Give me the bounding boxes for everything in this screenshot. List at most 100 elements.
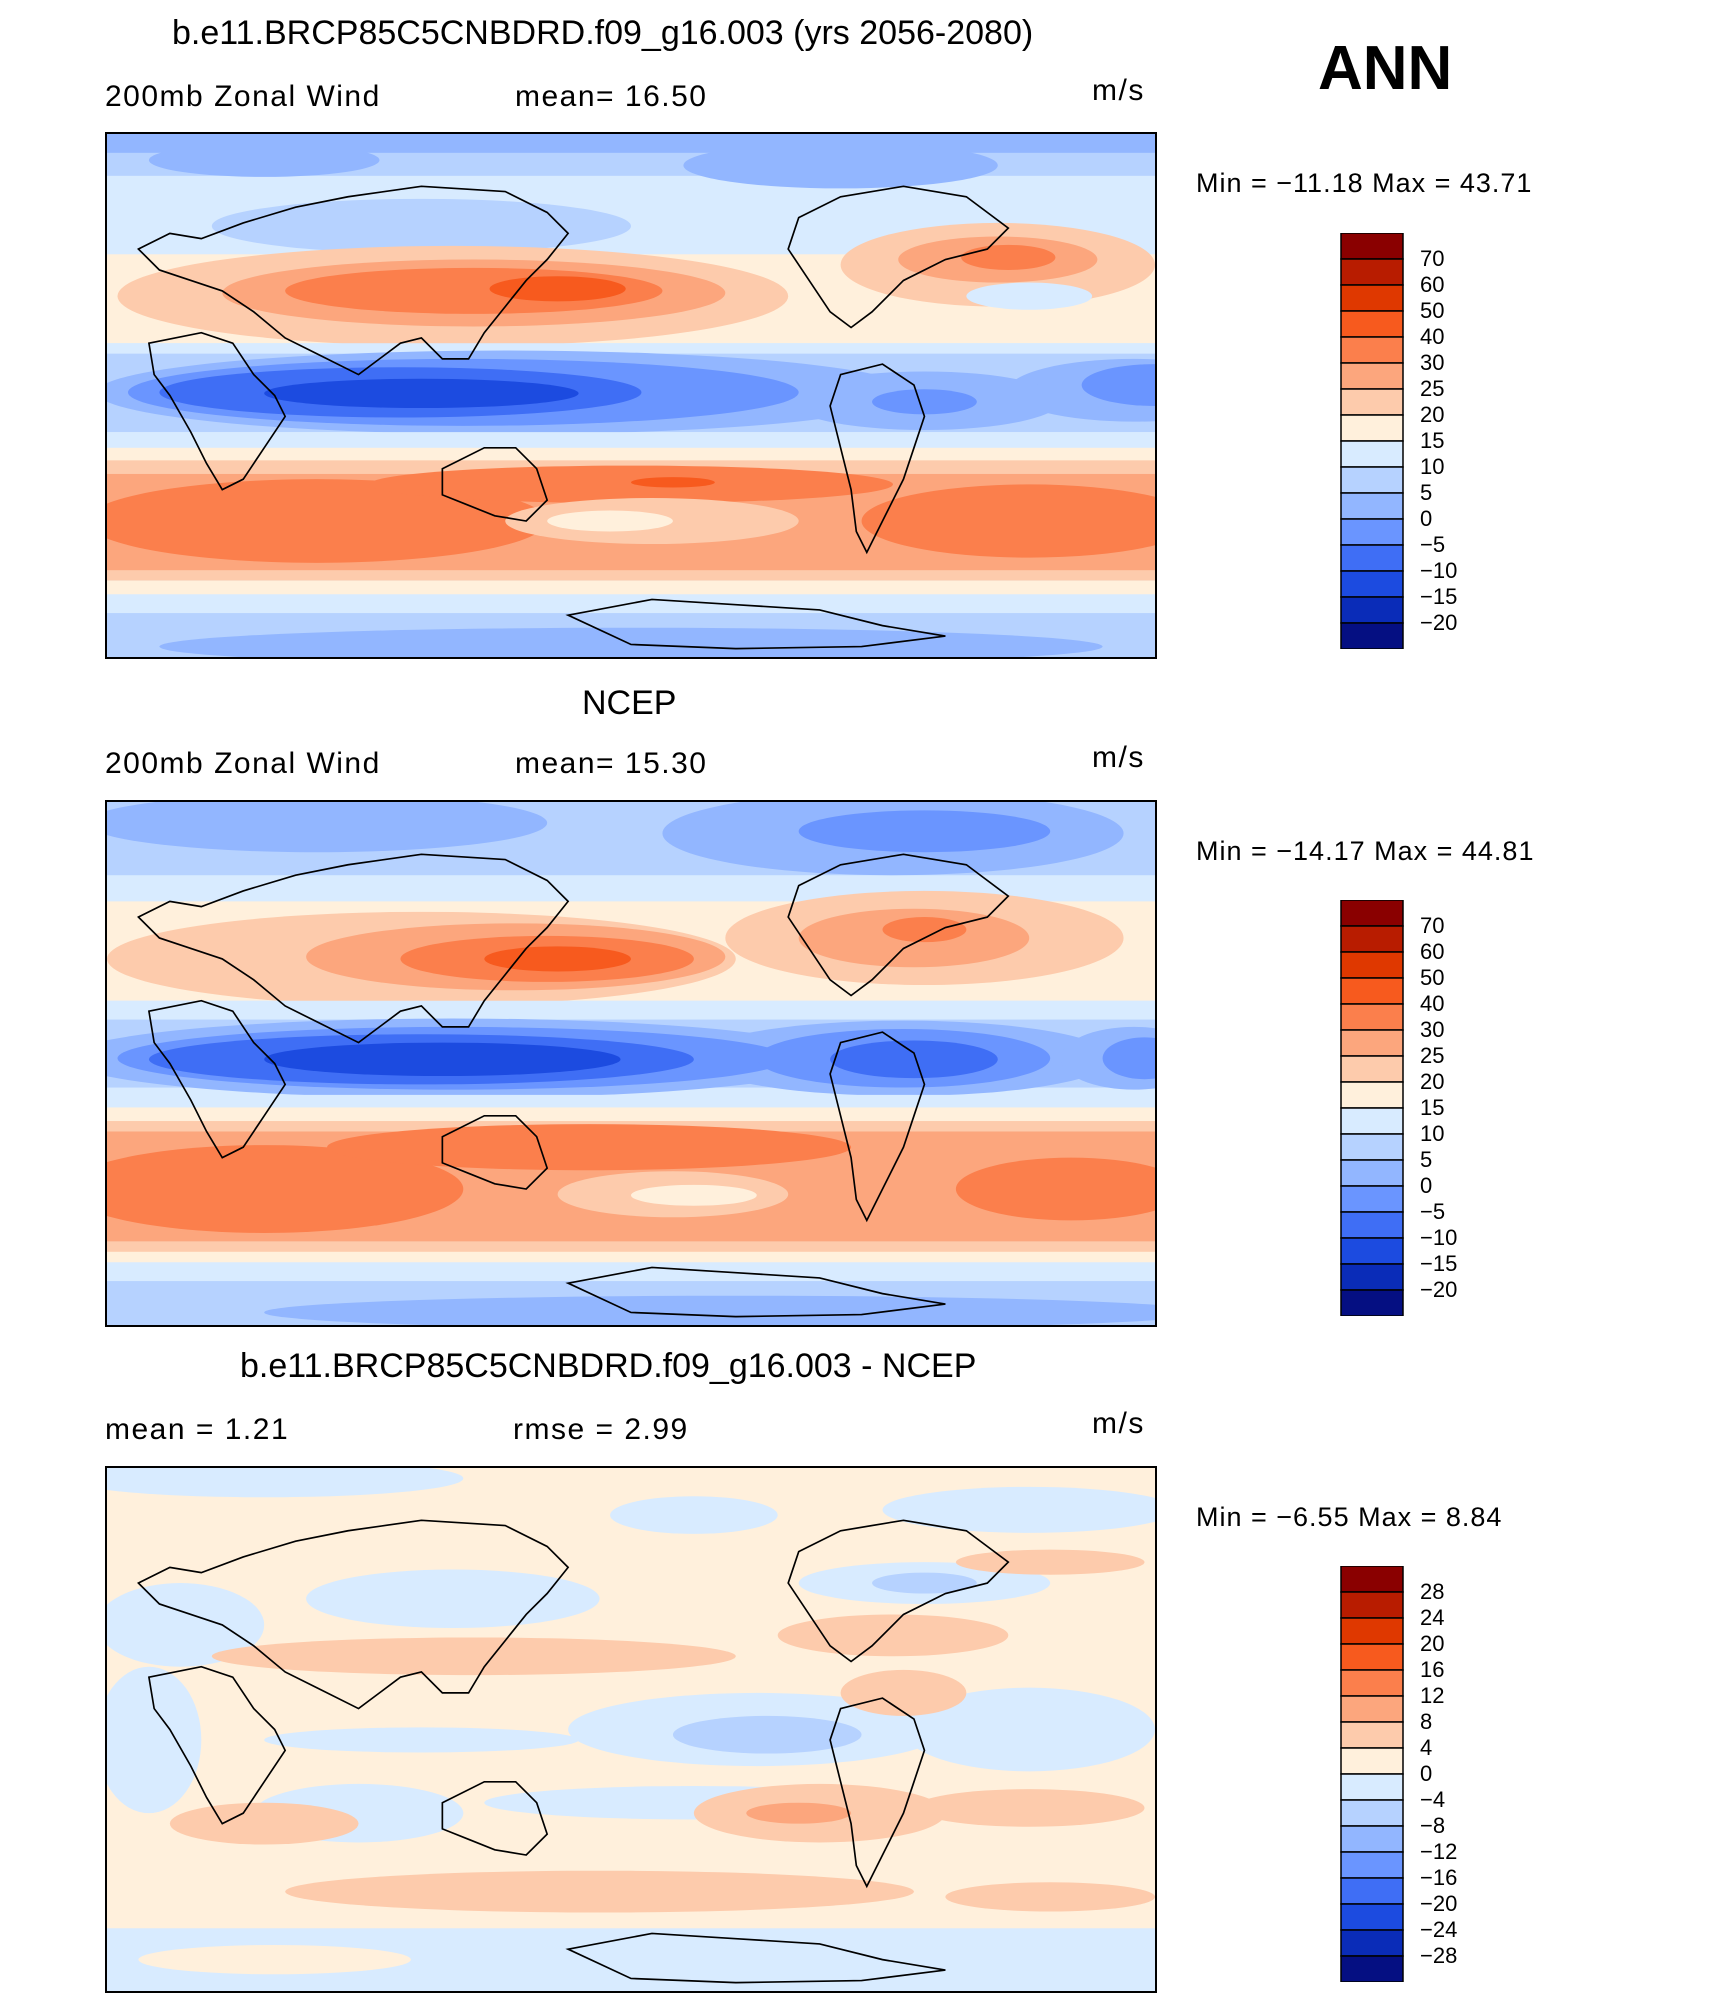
colorbar-swatch [1340, 570, 1404, 598]
colorbar-swatch [1340, 1591, 1404, 1619]
colorbar-tick-label: 30 [1420, 350, 1445, 375]
colorbar-tick-label: −12 [1420, 1839, 1458, 1864]
panel-3-colorbar-svg [1340, 1566, 1404, 1982]
colorbar-swatch [1340, 336, 1404, 364]
panel-2-colorbar-svg [1340, 900, 1404, 1316]
colorbar-swatch [1340, 233, 1404, 260]
colorbar-swatch [1340, 492, 1404, 520]
colorbar-tick-label: 16 [1420, 1657, 1445, 1682]
panel-1-units-label: m/s [1092, 74, 1145, 107]
colorbar-tick-label: 20 [1420, 402, 1445, 427]
colorbar-swatch [1340, 1669, 1404, 1697]
colorbar-tick-label: 15 [1420, 1095, 1445, 1120]
panel-2-title: NCEP [582, 684, 677, 722]
colorbar-tick-label: 8 [1420, 1709, 1433, 1734]
colorbar-swatch [1340, 1237, 1404, 1265]
colorbar-swatch [1340, 1929, 1404, 1957]
colorbar-tick-label: 40 [1420, 324, 1445, 349]
colorbar-swatch [1340, 977, 1404, 1005]
panel-3-rmse-label: rmse = 2.99 [513, 1413, 689, 1446]
panel-1-minmax-label: Min = −11.18 Max = 43.71 [1196, 168, 1533, 198]
colorbar-tick-label: 60 [1420, 272, 1445, 297]
colorbar-tick-label: 50 [1420, 965, 1445, 990]
panel-2-units-label: m/s [1092, 741, 1145, 774]
colorbar-swatch [1340, 1029, 1404, 1057]
colorbar-swatch [1340, 1107, 1404, 1135]
colorbar-swatch [1340, 1825, 1404, 1853]
panel-2-colorbar [1340, 900, 1404, 1316]
panel-1-field [107, 134, 1155, 657]
colorbar-swatch [1340, 388, 1404, 416]
colorbar-swatch [1340, 622, 1404, 649]
colorbar-tick-label: −24 [1420, 1917, 1458, 1942]
colorbar-swatch [1340, 900, 1404, 927]
colorbar-tick-label: 40 [1420, 991, 1445, 1016]
colorbar-tick-label: 25 [1420, 1043, 1445, 1068]
panel-3-colorbar [1340, 1566, 1404, 1982]
colorbar-tick-label: 0 [1420, 1761, 1433, 1786]
season-label: ANN [1318, 34, 1453, 103]
colorbar-swatch [1340, 1566, 1404, 1593]
colorbar-swatch [1340, 466, 1404, 494]
colorbar-swatch [1340, 1643, 1404, 1671]
colorbar-tick-label: 10 [1420, 454, 1445, 479]
colorbar-tick-label: 70 [1420, 246, 1445, 271]
panel-3-field [107, 1468, 1155, 1991]
colorbar-swatch [1340, 440, 1404, 468]
panel-2-map [105, 800, 1157, 1327]
panel-3-units-label: m/s [1092, 1407, 1145, 1440]
colorbar-tick-label: −28 [1420, 1943, 1458, 1968]
panel-3-title: b.e11.BRCP85C5CNBDRD.f09_g16.003 - NCEP [240, 1347, 977, 1385]
colorbar-swatch [1340, 951, 1404, 979]
colorbar-swatch [1340, 1263, 1404, 1291]
colorbar-tick-label: 70 [1420, 913, 1445, 938]
colorbar-tick-label: −20 [1420, 1891, 1458, 1916]
panel-1-mean-label: mean= 16.50 [515, 80, 708, 113]
colorbar-swatch [1340, 1617, 1404, 1645]
panel-2-field [107, 802, 1155, 1325]
panel-1-title: b.e11.BRCP85C5CNBDRD.f09_g16.003 (yrs 20… [172, 14, 1034, 52]
colorbar-tick-label: −20 [1420, 610, 1458, 635]
colorbar-swatch [1340, 1159, 1404, 1187]
colorbar-tick-label: −15 [1420, 584, 1458, 609]
colorbar-tick-label: 0 [1420, 1173, 1433, 1198]
colorbar-tick-label: 25 [1420, 376, 1445, 401]
panel-3-map [105, 1466, 1157, 1993]
colorbar-swatch [1340, 1799, 1404, 1827]
colorbar-swatch [1340, 1773, 1404, 1801]
colorbar-swatch [1340, 1133, 1404, 1161]
colorbar-swatch [1340, 1903, 1404, 1931]
colorbar-tick-label: 60 [1420, 939, 1445, 964]
colorbar-tick-label: 5 [1420, 480, 1433, 505]
colorbar-tick-label: 15 [1420, 428, 1445, 453]
colorbar-swatch [1340, 544, 1404, 572]
colorbar-swatch [1340, 1003, 1404, 1031]
colorbar-swatch [1340, 1055, 1404, 1083]
colorbar-tick-label: −10 [1420, 1225, 1458, 1250]
colorbar-tick-label: 50 [1420, 298, 1445, 323]
panel-1-colorbar-svg [1340, 233, 1404, 649]
colorbar-swatch [1340, 362, 1404, 390]
colorbar-tick-label: −16 [1420, 1865, 1458, 1890]
panel-3-mean-label: mean = 1.21 [105, 1413, 290, 1446]
colorbar-swatch [1340, 1877, 1404, 1905]
colorbar-tick-label: 24 [1420, 1605, 1445, 1630]
panel-2-variable-label: 200mb Zonal Wind [105, 747, 381, 780]
colorbar-swatch [1340, 518, 1404, 546]
colorbar-tick-label: 5 [1420, 1147, 1433, 1172]
colorbar-swatch [1340, 258, 1404, 286]
colorbar-tick-label: −20 [1420, 1277, 1458, 1302]
colorbar-tick-label: 12 [1420, 1683, 1445, 1708]
colorbar-swatch [1340, 1185, 1404, 1213]
panel-1-map [105, 132, 1157, 659]
colorbar-tick-label: 10 [1420, 1121, 1445, 1146]
colorbar-tick-label: 20 [1420, 1069, 1445, 1094]
colorbar-swatch [1340, 1289, 1404, 1316]
colorbar-swatch [1340, 284, 1404, 312]
colorbar-tick-label: −5 [1420, 1199, 1446, 1224]
colorbar-swatch [1340, 596, 1404, 624]
colorbar-tick-label: 4 [1420, 1735, 1433, 1760]
colorbar-swatch [1340, 1955, 1404, 1982]
colorbar-swatch [1340, 1081, 1404, 1109]
panel-1-colorbar [1340, 233, 1404, 649]
